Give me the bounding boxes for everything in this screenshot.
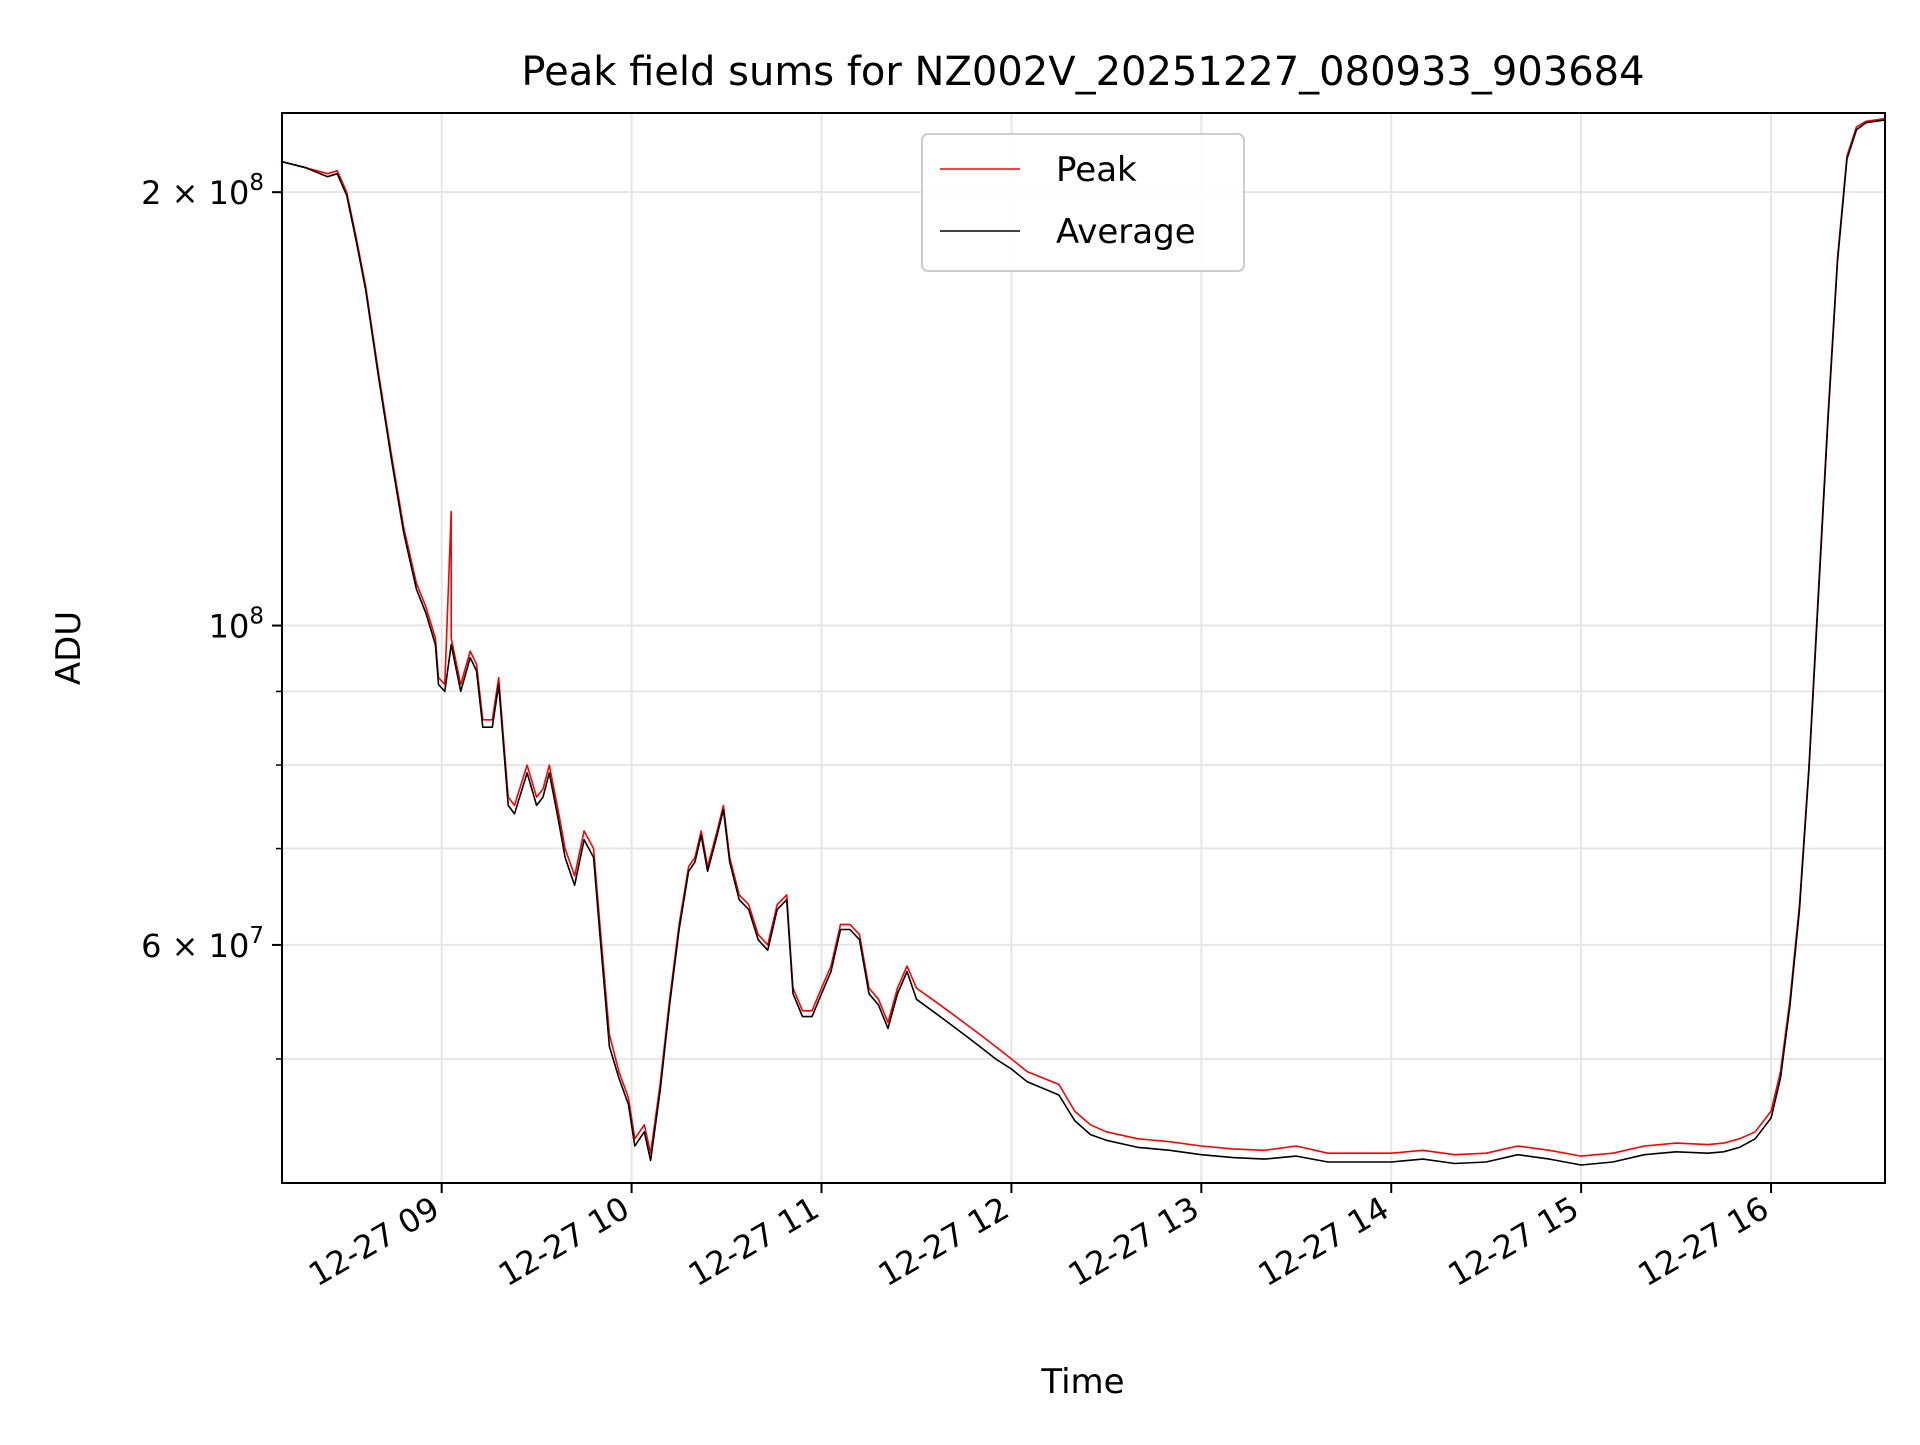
series-group — [281, 117, 1886, 1166]
y-tick-label: 108 — [209, 604, 264, 646]
grid — [282, 113, 1885, 1183]
plot-frame — [281, 112, 1886, 1184]
y-tick-label: 2 × 108 — [141, 170, 264, 212]
series-line-average — [281, 119, 1886, 1166]
y-tick-label: 6 × 107 — [141, 923, 264, 965]
legend-label-average: Average — [1056, 212, 1196, 252]
legend: Peak Average — [921, 133, 1245, 272]
legend-label-peak: Peak — [1056, 150, 1137, 190]
chart-title: Peak field sums for NZ002V_20251227_0809… — [521, 49, 1644, 95]
y-axis-label: ADU — [49, 611, 89, 685]
x-axis-label: Time — [1040, 1362, 1124, 1402]
